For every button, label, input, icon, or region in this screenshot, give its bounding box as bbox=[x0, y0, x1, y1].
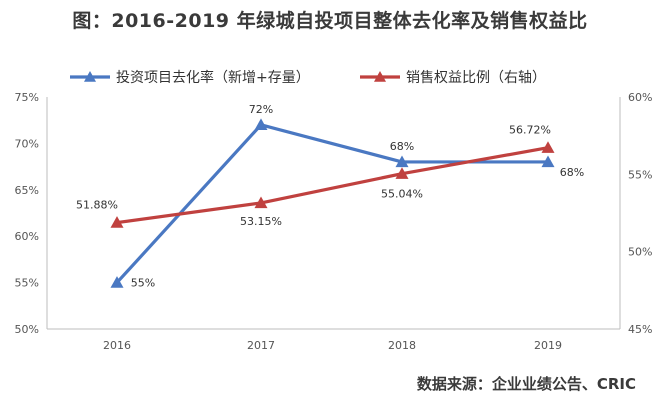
y-right-tick-label: 55% bbox=[628, 168, 652, 181]
data-label: 56.72% bbox=[509, 124, 551, 137]
data-point-marker bbox=[254, 118, 268, 131]
chart-title: 图：2016-2019 年绿城自投项目整体去化率及销售权益比 bbox=[72, 10, 588, 32]
legend-entry-label: 销售权益比例（右轴） bbox=[406, 70, 546, 86]
legend-marker-swatch bbox=[84, 71, 96, 82]
x-tick-label: 2019 bbox=[534, 339, 562, 352]
data-label: 55.04% bbox=[381, 188, 423, 201]
y-right-tick-label: 45% bbox=[628, 323, 652, 336]
data-label: 55% bbox=[131, 277, 155, 290]
y-left-tick-label: 55% bbox=[15, 277, 39, 290]
x-tick-label: 2016 bbox=[103, 339, 131, 352]
y-left-tick-label: 70% bbox=[15, 137, 39, 150]
y-left-tick-label: 75% bbox=[15, 91, 39, 104]
y-right-tick-label: 50% bbox=[628, 246, 652, 259]
data-point-marker bbox=[395, 155, 409, 168]
data-label: 68% bbox=[390, 140, 414, 153]
y-left-tick-label: 60% bbox=[15, 230, 39, 243]
data-point-marker bbox=[254, 196, 268, 209]
series-line bbox=[115, 123, 548, 284]
x-tick-label: 2018 bbox=[388, 339, 416, 352]
data-label: 68% bbox=[560, 166, 584, 179]
data-point-marker bbox=[395, 167, 409, 179]
legend-marker-swatch bbox=[374, 71, 386, 82]
data-point-marker bbox=[541, 155, 555, 168]
data-point-marker bbox=[110, 276, 124, 288]
data-label: 72% bbox=[249, 103, 273, 116]
x-tick-label: 2017 bbox=[247, 339, 275, 352]
legend-entry-label: 投资项目去化率（新增+存量） bbox=[116, 69, 310, 86]
data-point-marker bbox=[110, 216, 124, 228]
data-point-marker bbox=[541, 141, 555, 153]
data-label: 51.88% bbox=[76, 199, 118, 212]
data-source: 数据来源：企业业绩公告、CRIC bbox=[416, 375, 636, 393]
data-label: 53.15% bbox=[240, 215, 282, 228]
series-line bbox=[116, 146, 549, 225]
y-left-tick-label: 65% bbox=[15, 184, 39, 197]
y-right-tick-label: 60% bbox=[628, 91, 652, 104]
y-left-tick-label: 50% bbox=[15, 323, 39, 336]
